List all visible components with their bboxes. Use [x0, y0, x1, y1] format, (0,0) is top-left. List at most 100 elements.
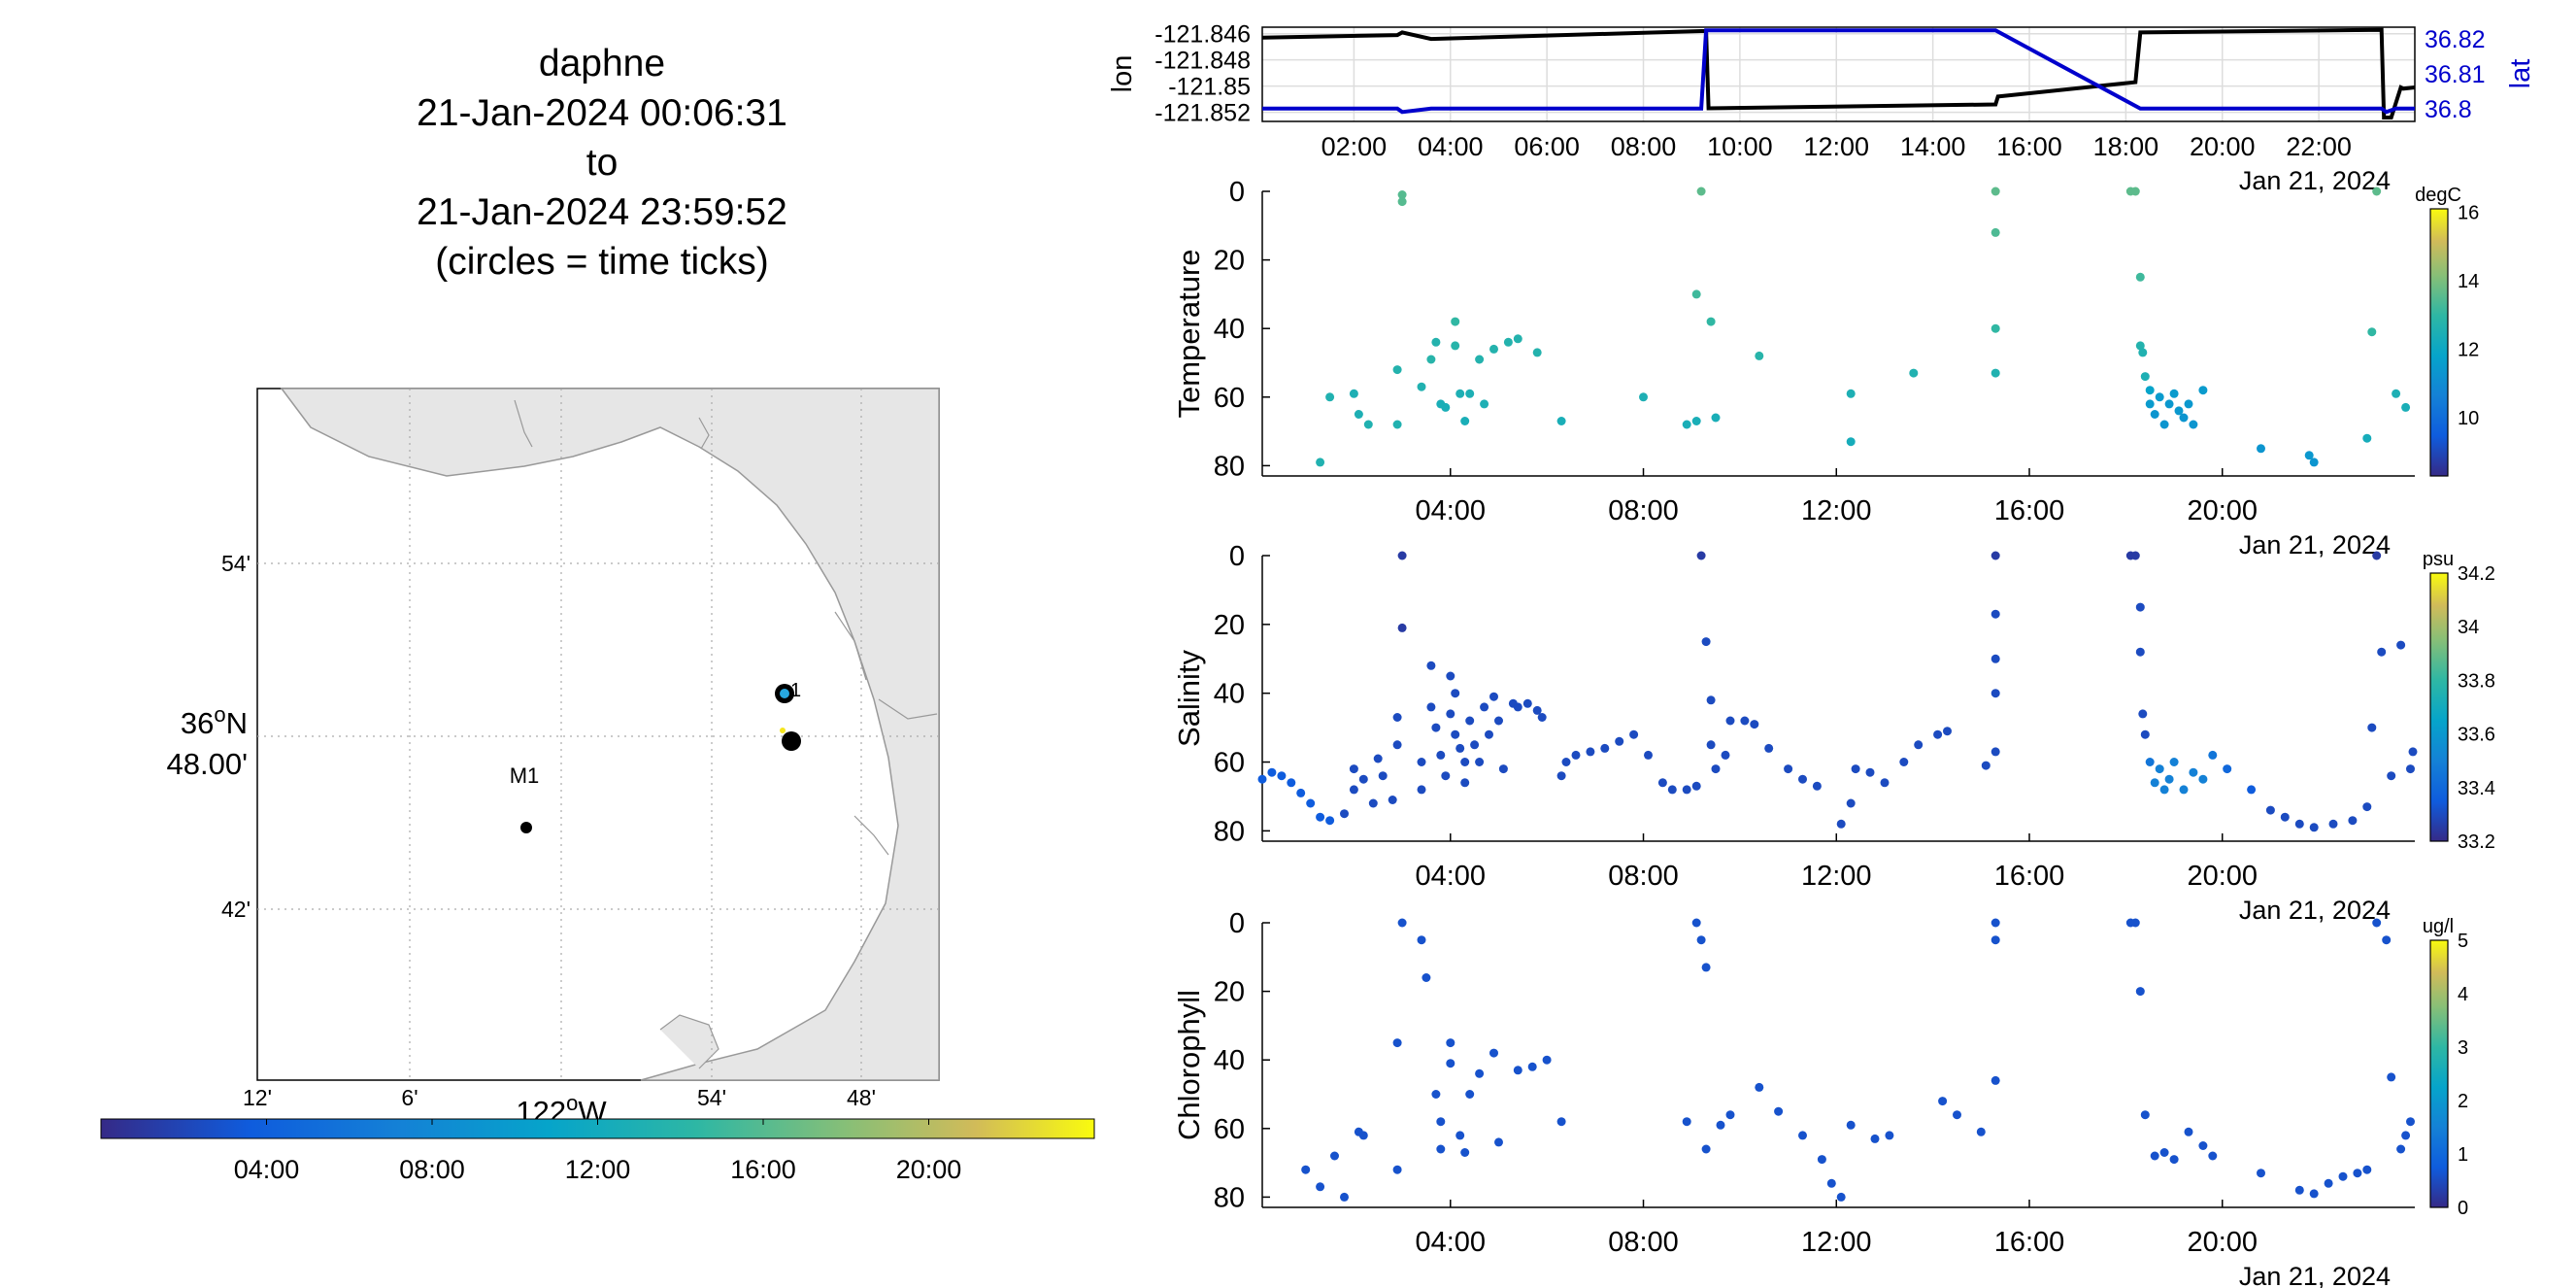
- salinity-point: [1417, 785, 1426, 795]
- salinity-point: [1465, 716, 1475, 726]
- title-line-2: 21-Jan-2024 00:06:31: [417, 92, 787, 134]
- salinity-point: [1629, 729, 1639, 739]
- chlorophyll-colorbar: [2429, 939, 2449, 1208]
- temperature-point: [1431, 337, 1441, 347]
- time-colorbar-ticks: 04:00 08:00 12:00 16:00 20:00: [234, 1119, 962, 1184]
- salinity-point: [2223, 764, 2232, 774]
- salinity-point: [2387, 771, 2396, 781]
- salinity-point: [1277, 771, 1287, 781]
- figure-title: daphne 21-Jan-2024 00:06:31 to 21-Jan-20…: [350, 39, 854, 287]
- salinity-point: [1784, 764, 1793, 774]
- chlorophyll-point: [2338, 1171, 2348, 1181]
- salinity-point: [2348, 816, 2358, 826]
- temperature-point: [1460, 417, 1470, 425]
- temperature-point: [1392, 365, 1402, 375]
- temperature-point: [2159, 420, 2169, 429]
- lon-label-48: 48': [847, 1085, 876, 1110]
- salinity-point: [2138, 709, 2148, 719]
- chlorophyll-ylabel: Chlorophyll: [1172, 990, 1206, 1140]
- chlorophyll-x-tick-label: 12:00: [1801, 1227, 1872, 1258]
- chlorophyll-point: [1798, 1131, 1807, 1140]
- chlorophyll-point: [1436, 1117, 1446, 1127]
- temperature-y-tick-label: 20: [1214, 246, 1245, 277]
- salinity-colorbar-tick-label: 33.6: [2458, 725, 2495, 746]
- salinity-point: [1349, 785, 1358, 795]
- chlorophyll-point: [1556, 1117, 1566, 1127]
- temperature-point: [2362, 433, 2372, 443]
- chlorophyll-point: [1330, 1151, 1339, 1161]
- temperature-colorbar-unit: degC: [2415, 185, 2461, 206]
- lat-label-center-minutes: 48.00': [167, 747, 249, 781]
- salinity-x-tick-label: 04:00: [1415, 861, 1486, 892]
- salinity-point: [1446, 671, 1455, 681]
- salinity-ylabel: Salinity: [1172, 650, 1206, 747]
- salinity-point: [2328, 819, 2338, 829]
- salinity-point: [1991, 654, 2000, 663]
- temperature-point: [1397, 197, 1407, 207]
- temperature-point: [1639, 392, 1648, 402]
- salinity-y-tick-label: 80: [1214, 816, 1245, 847]
- temperature-point: [1392, 420, 1402, 429]
- salinity-point: [1368, 798, 1378, 808]
- salinity-point: [1494, 716, 1503, 726]
- temperature-point: [1706, 317, 1716, 326]
- chlorophyll-point: [2159, 1148, 2169, 1157]
- chlorophyll-point: [1826, 1178, 1836, 1188]
- temperature-point: [2198, 386, 2208, 395]
- chlorophyll-point: [1475, 1068, 1485, 1078]
- map-panel: 54' 42' 36oN 48.00' 12' 6' 54' 48' 122oW…: [100, 388, 1095, 1184]
- temperature-point: [1556, 417, 1566, 425]
- salinity-point: [1696, 551, 1706, 560]
- salinity-point: [1865, 767, 1875, 777]
- position-ylabel-lon: lon: [1107, 55, 1138, 93]
- salinity-point: [1991, 689, 2000, 698]
- position-x-tick-label: 22:00: [2286, 132, 2352, 161]
- station-m1-marker: [520, 822, 532, 833]
- temperature-point: [1513, 334, 1522, 344]
- time-colorbar-tick-label: 04:00: [234, 1155, 300, 1184]
- temperature-point: [1755, 351, 1764, 360]
- temperature-colorbar-tick-label: 14: [2458, 271, 2479, 292]
- temperature-point: [1451, 341, 1460, 351]
- temperature-point: [1363, 420, 1373, 429]
- chlorophyll-point: [1417, 935, 1426, 945]
- chlorophyll-point: [1725, 1110, 1735, 1120]
- position-x-tick-label: 16:00: [1996, 132, 2062, 161]
- temperature-point: [1441, 402, 1451, 412]
- salinity-point: [1485, 729, 1493, 739]
- lon-label-12: 12': [243, 1085, 272, 1110]
- salinity-colorbar: [2429, 572, 2449, 842]
- temperature-point: [2304, 451, 2314, 460]
- lat-tick-label: 36.81: [2425, 61, 2486, 88]
- chlorophyll-point: [1817, 1155, 1826, 1165]
- temperature-point: [1316, 458, 1325, 467]
- salinity-point: [1373, 754, 1383, 763]
- salinity-colorbar-tick-label: 34: [2458, 617, 2479, 638]
- lat-label-center: 36oN: [181, 702, 248, 740]
- salinity-point: [1899, 758, 1909, 766]
- chlorophyll-point: [1542, 1055, 1552, 1065]
- chlorophyll-point: [2198, 1141, 2208, 1150]
- chlorophyll-x-tick-label: 16:00: [1994, 1227, 2065, 1258]
- chlorophyll-point: [2362, 1165, 2372, 1174]
- chlorophyll-point: [1446, 1038, 1455, 1048]
- salinity-point: [1706, 695, 1716, 705]
- salinity-point: [1267, 767, 1277, 777]
- lat-label-54: 54': [221, 551, 251, 576]
- salinity-y-tick-label: 0: [1229, 541, 1245, 572]
- chlorophyll-point: [1991, 1075, 2000, 1085]
- position-x-tick-label: 18:00: [2093, 132, 2159, 161]
- time-colorbar-tick-label: 20:00: [896, 1155, 962, 1184]
- salinity-point: [1378, 771, 1388, 781]
- salinity-point: [1451, 689, 1460, 698]
- salinity-point: [2247, 785, 2257, 795]
- chlorophyll-y-tick-label: 40: [1214, 1045, 1245, 1076]
- salinity-point: [2164, 774, 2174, 784]
- temperature-point: [1480, 399, 1489, 409]
- salinity-point: [1340, 809, 1349, 819]
- salinity-point: [2189, 767, 2198, 777]
- temperature-point: [2164, 399, 2174, 409]
- chlorophyll-point: [1682, 1117, 1691, 1127]
- salinity-point: [2198, 774, 2208, 784]
